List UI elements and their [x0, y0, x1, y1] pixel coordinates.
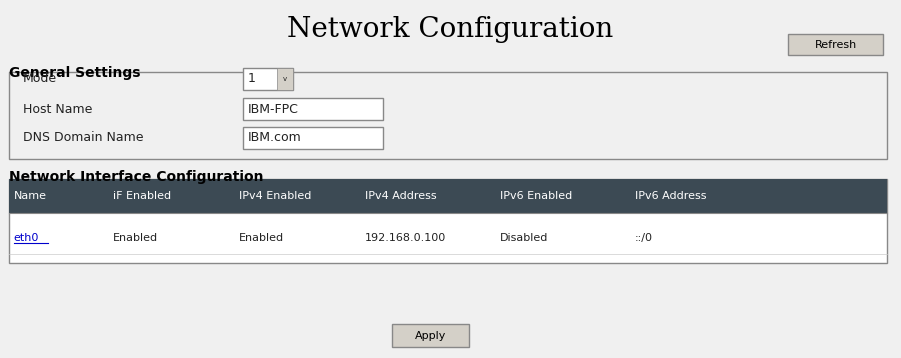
Text: IPv4 Enabled: IPv4 Enabled: [239, 191, 311, 201]
FancyBboxPatch shape: [788, 34, 883, 55]
Text: v: v: [283, 76, 287, 82]
FancyBboxPatch shape: [9, 179, 887, 213]
Text: Host Name: Host Name: [23, 103, 92, 116]
FancyBboxPatch shape: [9, 72, 887, 159]
FancyBboxPatch shape: [392, 324, 469, 347]
Text: eth0: eth0: [14, 233, 39, 243]
Text: Network Configuration: Network Configuration: [287, 16, 614, 43]
Text: IBM-FPC: IBM-FPC: [248, 103, 298, 116]
Text: Network Interface Configuration: Network Interface Configuration: [9, 170, 263, 184]
Text: iF Enabled: iF Enabled: [113, 191, 171, 201]
Text: Apply: Apply: [414, 331, 446, 340]
Text: General Settings: General Settings: [9, 66, 141, 80]
Text: IPv6 Address: IPv6 Address: [635, 191, 706, 201]
Text: Refresh: Refresh: [815, 40, 857, 50]
Text: IBM.com: IBM.com: [248, 131, 302, 144]
Text: Disabled: Disabled: [500, 233, 549, 243]
FancyBboxPatch shape: [243, 98, 383, 120]
Text: 192.168.0.100: 192.168.0.100: [365, 233, 446, 243]
FancyBboxPatch shape: [243, 68, 293, 90]
Text: IPv4 Address: IPv4 Address: [365, 191, 436, 201]
Text: Enabled: Enabled: [113, 233, 158, 243]
Text: Enabled: Enabled: [239, 233, 284, 243]
Text: Mode: Mode: [23, 72, 57, 85]
Text: DNS Domain Name: DNS Domain Name: [23, 131, 143, 144]
Text: Name: Name: [14, 191, 47, 201]
Text: ::/0: ::/0: [635, 233, 653, 243]
FancyBboxPatch shape: [277, 68, 293, 90]
Text: IPv6 Enabled: IPv6 Enabled: [500, 191, 572, 201]
FancyBboxPatch shape: [9, 179, 887, 263]
FancyBboxPatch shape: [243, 127, 383, 149]
Text: 1: 1: [248, 72, 256, 85]
